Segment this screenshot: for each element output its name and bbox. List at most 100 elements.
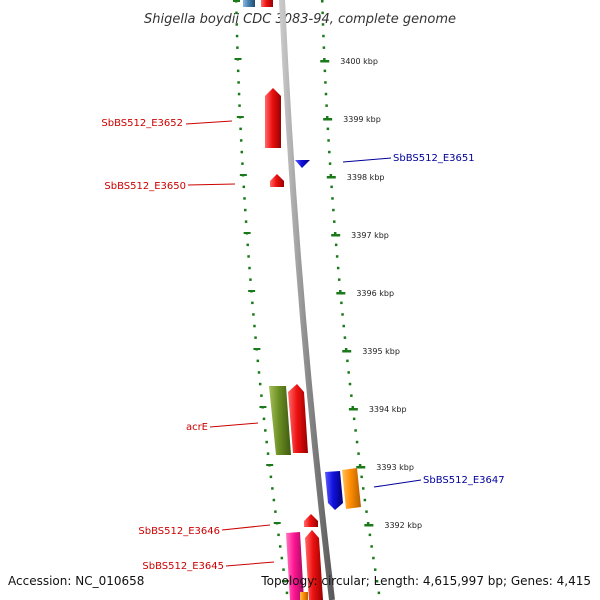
right-guide-dot bbox=[363, 498, 367, 502]
right-guide-dot bbox=[327, 139, 330, 142]
left-guide-dot bbox=[277, 533, 280, 537]
left-guide-minor-tick bbox=[273, 522, 281, 524]
scale-tick-label: 3400 kbp bbox=[340, 57, 378, 66]
right-guide-dot bbox=[342, 324, 345, 328]
right-guide-dot bbox=[351, 406, 354, 409]
scale-tick-mark bbox=[320, 60, 330, 63]
gene-block-olive bbox=[269, 386, 291, 455]
right-guide-dot bbox=[377, 591, 381, 595]
right-guide-dot bbox=[326, 127, 330, 131]
gene-label-sbbs512-e3650: SbBS512_E3650 bbox=[104, 181, 186, 192]
right-guide-dot bbox=[330, 185, 333, 189]
gene-arrow-sbbs512-e3647 bbox=[325, 471, 343, 510]
right-guide-dot bbox=[325, 104, 328, 107]
scale-tick-mark bbox=[364, 524, 374, 527]
left-guide-dot bbox=[241, 162, 244, 165]
right-guide-dot bbox=[375, 580, 379, 583]
gene-arrow-sbbs512-e3646 bbox=[304, 514, 318, 527]
gene-label-acre: acrE bbox=[186, 422, 208, 433]
left-guide-dot bbox=[240, 150, 244, 154]
scale-tick-label: 3397 kbp bbox=[351, 231, 389, 240]
gene-label-sbbs512-e3646: SbBS512_E3646 bbox=[138, 526, 220, 537]
feature-orange-bottom bbox=[300, 592, 308, 600]
right-guide-dot bbox=[372, 556, 375, 560]
genome-backbone bbox=[279, 0, 335, 600]
right-guide-dot bbox=[357, 452, 360, 455]
left-guide-minor-tick bbox=[234, 58, 242, 60]
leader-acre bbox=[209, 422, 259, 428]
left-guide-dot bbox=[258, 382, 262, 386]
right-guide-dot bbox=[339, 290, 342, 293]
right-guide-dot bbox=[323, 58, 326, 61]
right-guide-dot bbox=[321, 11, 324, 15]
left-guide-dot bbox=[280, 556, 284, 560]
right-guide-dot bbox=[360, 475, 363, 479]
right-guide-dot bbox=[324, 81, 327, 84]
gene-label-sbbs512-e3645: SbBS512_E3645 bbox=[142, 561, 224, 572]
left-dotted-guide bbox=[233, 0, 289, 595]
scale-tick-label: 3396 kbp bbox=[356, 289, 394, 298]
scale-tick-mark bbox=[336, 292, 346, 295]
left-guide-dot bbox=[242, 185, 246, 189]
left-guide-dot bbox=[264, 429, 267, 432]
left-guide-dot bbox=[249, 278, 252, 281]
leader-sbbs512-e3651 bbox=[342, 157, 392, 163]
left-guide-minor-tick bbox=[243, 232, 251, 234]
left-guide-dot bbox=[235, 11, 238, 15]
left-guide-dot bbox=[237, 92, 241, 96]
accession-text: Accession: NC_010658 bbox=[8, 574, 144, 588]
leader-sbbs512-e3646 bbox=[221, 524, 271, 531]
left-guide-minor-tick bbox=[281, 580, 289, 582]
right-guide-dot bbox=[343, 336, 347, 339]
right-guide-dot bbox=[350, 394, 353, 397]
left-guide-dot bbox=[246, 243, 249, 247]
scale-tick-label: 3392 kbp bbox=[384, 521, 422, 530]
right-guide-dot bbox=[355, 440, 359, 444]
right-guide-dot bbox=[346, 359, 349, 363]
left-guide-dot bbox=[256, 359, 260, 363]
scale-tick-mark bbox=[326, 176, 336, 179]
left-guide-minor-tick bbox=[239, 174, 247, 176]
right-guide-dot bbox=[373, 568, 377, 571]
gene-label-sbbs512-e3651: SbBS512_E3651 bbox=[393, 153, 475, 164]
gene-arrow-sbbs512-e3651 bbox=[295, 160, 310, 168]
leader-sbbs512-e3647 bbox=[373, 479, 422, 488]
left-guide-minor-tick bbox=[233, 0, 240, 2]
topology-text: Topology: circular; Length: 4,615,997 bp… bbox=[260, 574, 591, 588]
right-guide-dot bbox=[322, 46, 326, 49]
right-guide-dot bbox=[361, 487, 365, 490]
gene-block-pink bbox=[286, 532, 304, 600]
right-guide-dot bbox=[332, 208, 335, 212]
left-guide-minor-tick bbox=[253, 348, 261, 350]
right-guide-dot bbox=[348, 382, 352, 386]
right-dotted-guide bbox=[321, 0, 381, 595]
left-guide-dot bbox=[266, 452, 270, 455]
left-guide-dot bbox=[239, 139, 243, 142]
left-guide-dot bbox=[272, 498, 276, 502]
scale-tick-mark bbox=[342, 350, 352, 353]
left-guide-dot bbox=[274, 510, 277, 513]
left-guide-minor-tick bbox=[236, 116, 244, 118]
leader-sbbs512-e3652 bbox=[185, 120, 233, 125]
left-guide-dot bbox=[243, 197, 246, 200]
left-guide-dot bbox=[260, 394, 263, 397]
gene-arrow-sbbs512-e3650 bbox=[270, 174, 284, 187]
scale-tick-label: 3393 kbp bbox=[376, 463, 414, 472]
feature-red-top bbox=[261, 0, 273, 7]
left-guide-dot bbox=[239, 127, 242, 131]
right-guide-dot bbox=[321, 23, 325, 26]
right-guide-dot bbox=[323, 69, 327, 73]
right-guide-dot bbox=[370, 545, 373, 548]
right-guide-dot bbox=[328, 150, 331, 154]
right-guide-dot bbox=[331, 197, 334, 200]
right-guide-dot bbox=[333, 232, 337, 235]
feature-steelblue-top bbox=[243, 0, 255, 7]
right-guide-dot bbox=[333, 220, 336, 223]
right-guide-dot bbox=[328, 162, 332, 165]
gene-block-orange bbox=[342, 468, 361, 509]
left-guide-dot bbox=[244, 208, 247, 212]
left-guide-dot bbox=[235, 34, 239, 38]
left-guide-dot bbox=[247, 255, 250, 258]
left-guide-dot bbox=[278, 545, 282, 548]
